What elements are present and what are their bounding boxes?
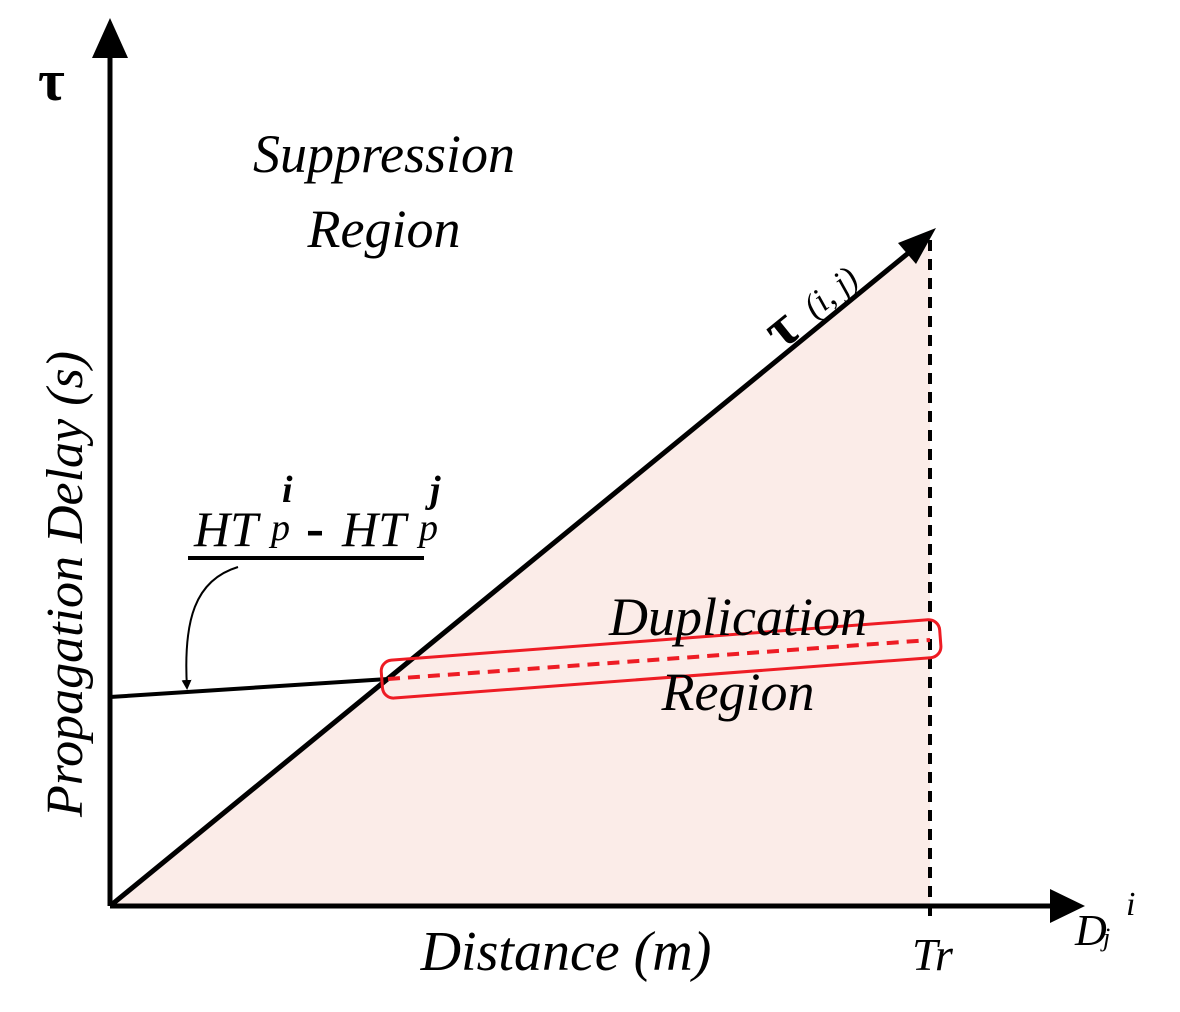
ht-right-sub: p xyxy=(416,507,438,549)
ht-left-sub: p xyxy=(268,507,290,549)
ht-left-sup: i xyxy=(282,469,293,511)
suppression-label-line1: Suppression xyxy=(253,124,515,184)
y-axis-symbol: τ xyxy=(38,48,65,113)
duplication-label-line2: Region xyxy=(661,662,815,722)
tau-line xyxy=(108,248,914,908)
x-axis-symbol-sup: i xyxy=(1126,886,1135,923)
y-axis-arrow-icon xyxy=(92,18,128,58)
ht-term-right: HT xyxy=(341,501,409,557)
pointer-arrow-icon xyxy=(181,566,239,690)
tau-line-arrow-icon xyxy=(898,228,936,264)
y-axis-label: Propagation Delay (s) xyxy=(37,351,94,818)
x-axis-arrow-icon xyxy=(1050,889,1085,923)
duplication-label-line1: Duplication xyxy=(608,587,867,647)
x-axis-symbol-base: D xyxy=(1074,906,1107,955)
x-axis-label: Distance (m) xyxy=(420,921,712,983)
ht-difference-line xyxy=(109,677,389,699)
ht-minus: - xyxy=(306,498,324,558)
tr-label: Tr xyxy=(912,929,954,980)
ht-term-left: HT xyxy=(193,501,261,557)
x-axis-symbol-sub: j xyxy=(1100,923,1110,952)
suppression-label-line2: Region xyxy=(307,199,461,259)
ht-right-sup: j xyxy=(425,469,441,511)
duplication-highlight-box xyxy=(379,618,943,700)
ht-difference-dashed-extension xyxy=(387,638,931,681)
